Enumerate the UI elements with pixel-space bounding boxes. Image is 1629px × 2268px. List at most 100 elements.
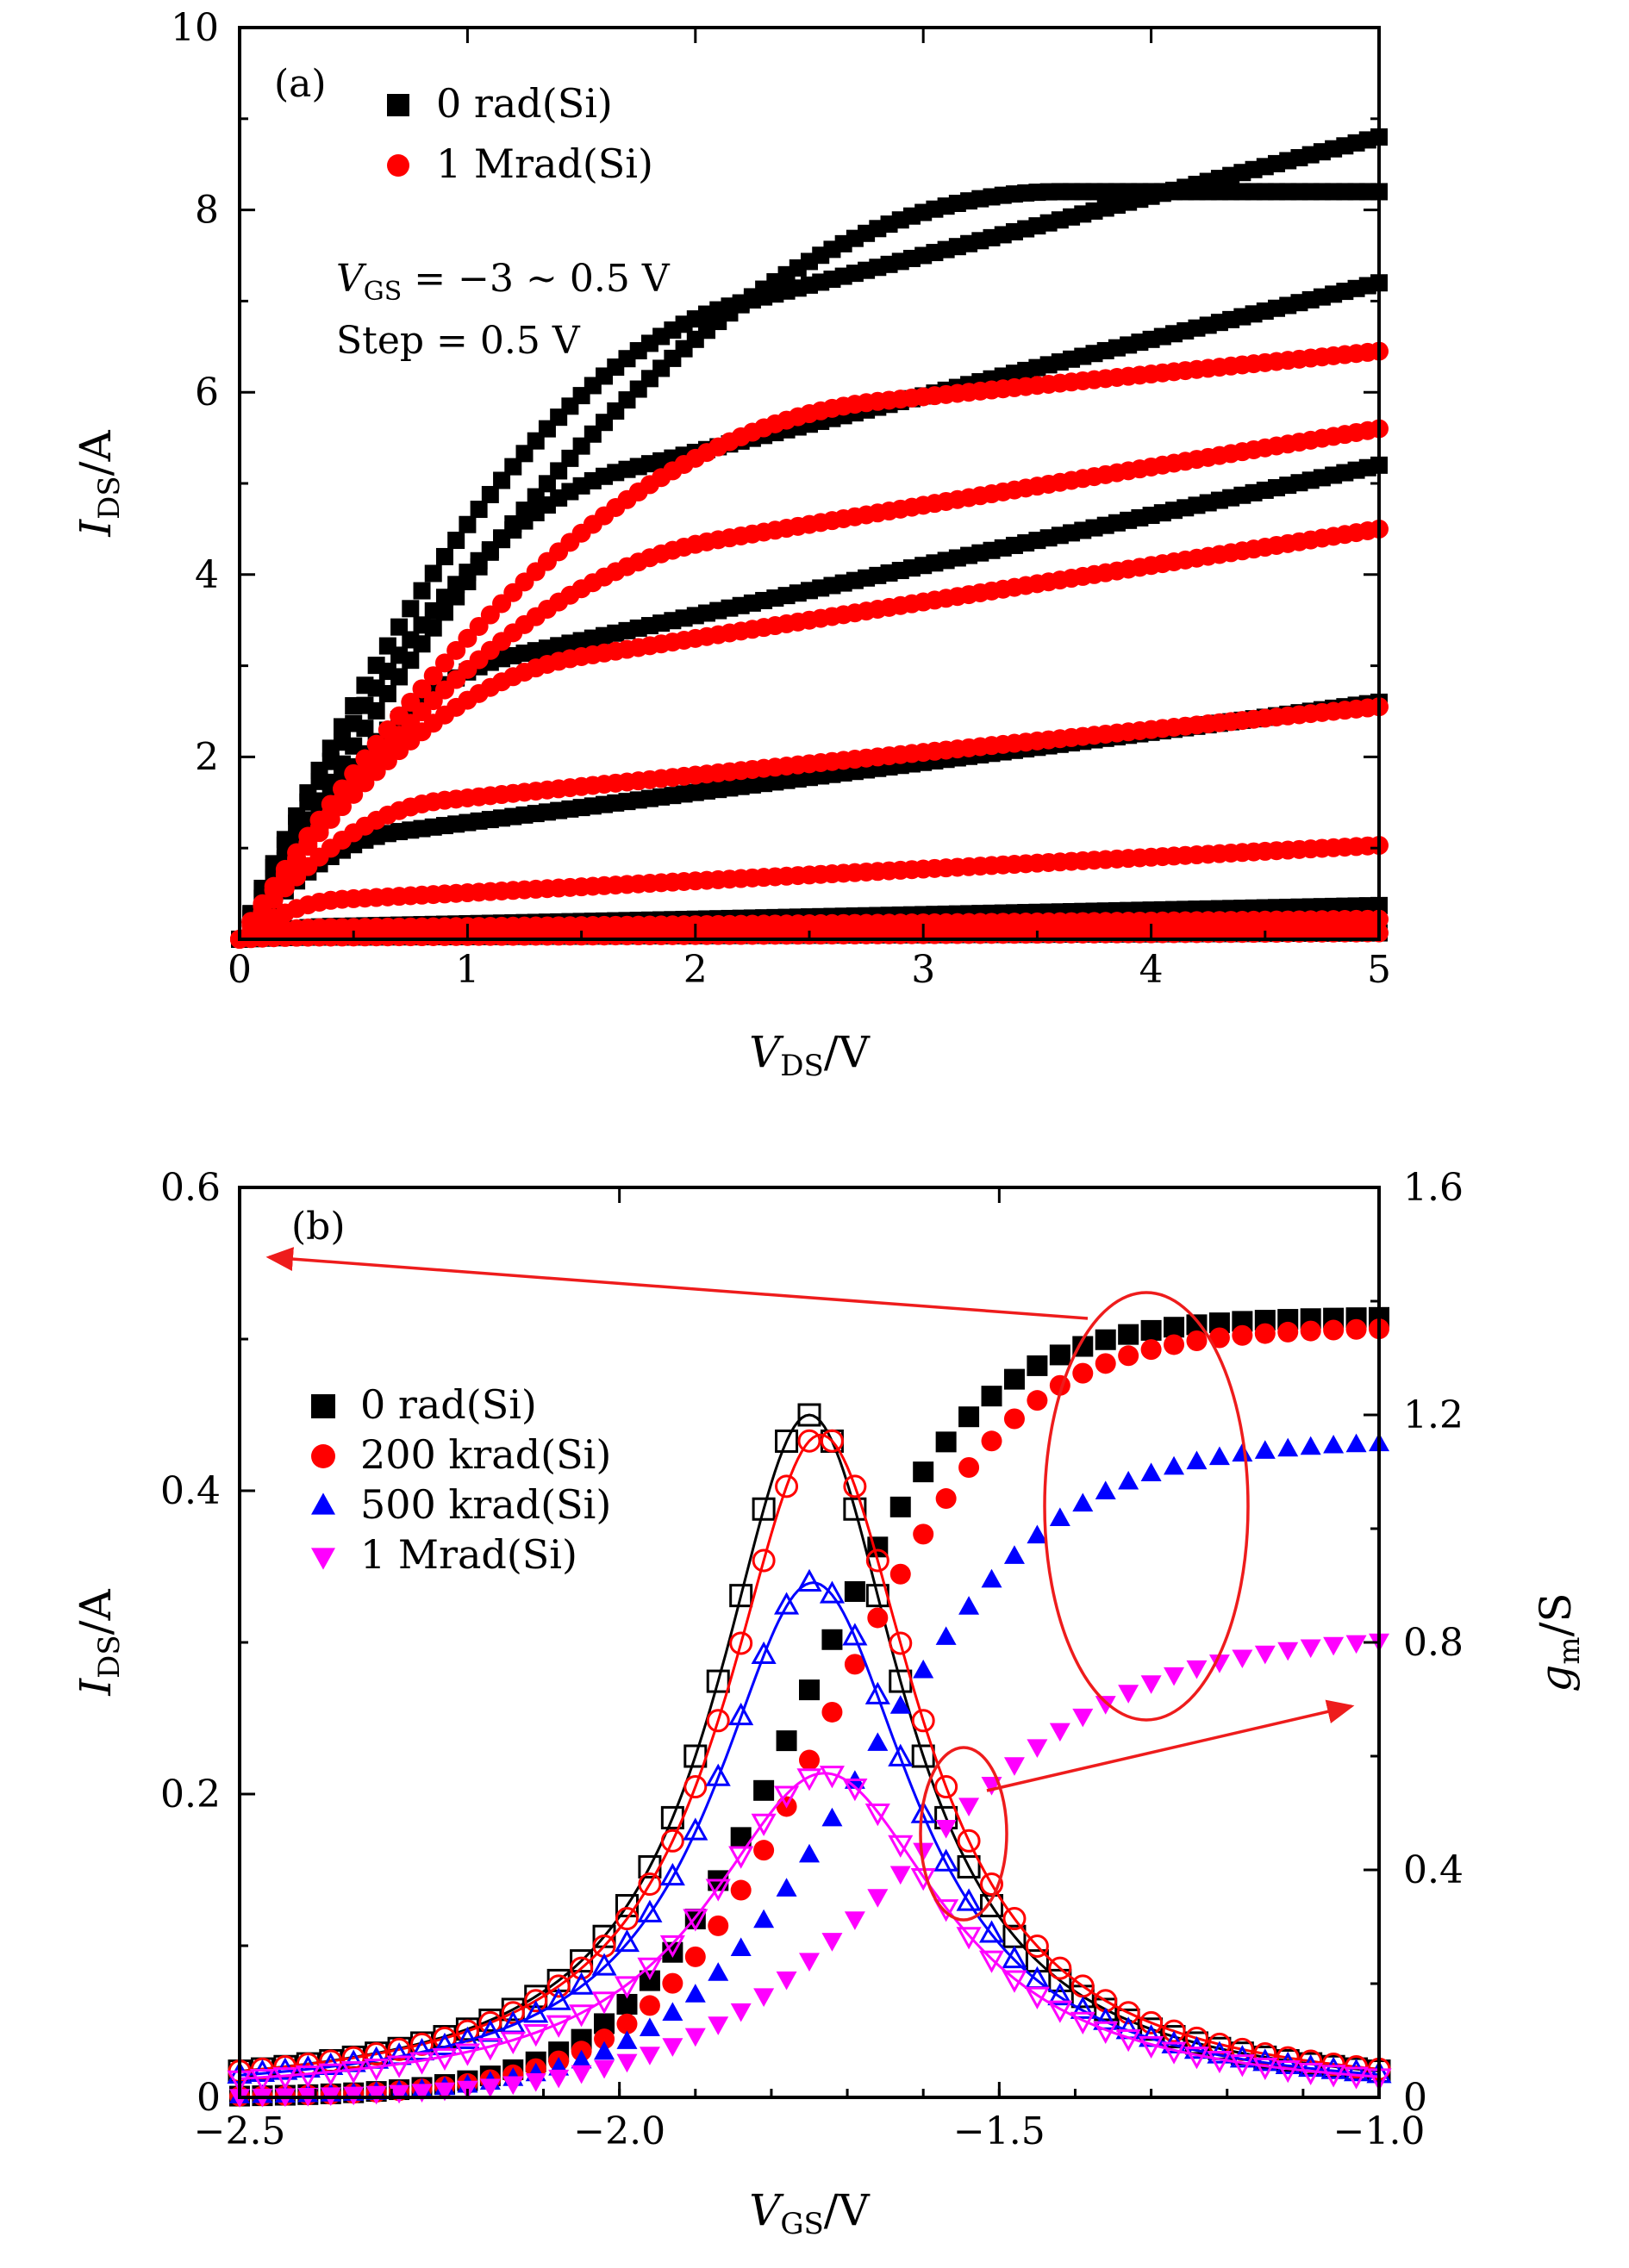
ids-point <box>981 1430 1002 1452</box>
ids-point <box>1027 1524 1048 1544</box>
x-tick-label: 2 <box>683 948 708 992</box>
gm-point <box>614 1976 640 1999</box>
data-point <box>390 618 409 636</box>
ids-point <box>708 1915 729 1936</box>
ids-point <box>730 1879 752 1901</box>
gm-point <box>1161 2041 1187 2065</box>
ids-point <box>981 1386 1002 1407</box>
y-axis-title-symbol: I <box>71 1678 121 1697</box>
ids-point <box>1232 1649 1253 1669</box>
gm-point <box>864 1681 890 1704</box>
ids-point <box>1254 1440 1276 1459</box>
gm-point <box>933 1848 959 1872</box>
ids-point <box>821 1933 843 1952</box>
gm-point <box>569 1972 595 1995</box>
x-tick-label: 4 <box>1139 948 1164 992</box>
ids-point <box>639 2017 660 2036</box>
ids-point <box>708 1962 729 1981</box>
data-point <box>423 666 443 686</box>
gm-point <box>728 1846 754 1869</box>
ids-point <box>1049 1723 1070 1742</box>
x-axis-title-unit: /V <box>824 2185 871 2235</box>
legend-marker <box>311 1492 335 1515</box>
ids-point <box>935 1431 957 1453</box>
gm-point <box>340 2060 366 2084</box>
right-axis-title-symbol: g <box>1531 1665 1581 1692</box>
gm-point <box>729 1584 753 1608</box>
data-point <box>345 737 363 755</box>
gm-point <box>705 1763 731 1786</box>
ids-point <box>1072 1708 1094 1728</box>
y-axis-title-subscript: DS <box>92 476 127 520</box>
data-point <box>470 558 488 576</box>
ids-point <box>913 1842 934 1862</box>
gm-series-200-krad-si- <box>228 1429 1391 2084</box>
data-point <box>355 749 375 769</box>
ids-point <box>1003 1368 1025 1390</box>
right-y-tick-label: 0 <box>1403 2076 1427 2120</box>
gm-point <box>933 1899 959 1922</box>
gm-point <box>546 2015 571 2038</box>
x-tick-label: 1 <box>455 948 479 992</box>
gm-point <box>820 1429 844 1453</box>
gm-point <box>546 1987 571 2010</box>
gm-point <box>1298 2053 1324 2078</box>
right-y-tick-label: 0.4 <box>1403 1848 1464 1892</box>
ids-point <box>1208 1446 1230 1466</box>
data-point <box>356 720 374 738</box>
panel-b-x-axis-title: VGS/V <box>749 2185 870 2241</box>
legend-label: 1 Mrad(Si) <box>360 1531 577 1578</box>
gm-point <box>1253 2042 1277 2066</box>
ids-point <box>753 1779 775 1801</box>
gm-point <box>980 1872 1004 1897</box>
data-point <box>333 718 351 736</box>
data-point <box>264 876 284 896</box>
ids-point <box>867 1607 889 1629</box>
ids-point <box>1095 1480 1116 1500</box>
ids-point <box>639 1995 660 2016</box>
ids-point <box>502 2076 524 2096</box>
gm-point <box>797 1403 821 1427</box>
x-axis-title-unit: /V <box>824 1027 871 1077</box>
ids-point <box>411 2084 433 2103</box>
panel-a-vgs-annotation: VGS = −3 ~ 0.5 V <box>336 257 671 307</box>
y-tick-label: 0.4 <box>160 1469 221 1513</box>
ids-point <box>1095 1353 1116 1374</box>
gm-point <box>273 2055 297 2079</box>
gm-point <box>796 1768 822 1791</box>
ids-point <box>1003 1757 1025 1776</box>
gm-point <box>1162 2019 1186 2043</box>
ids-point <box>913 1523 934 1545</box>
gm-point <box>1139 2010 1164 2034</box>
ids-point <box>1027 1739 1048 1758</box>
ids-point <box>662 2002 683 2022</box>
ids-point <box>1140 1675 1162 1694</box>
data-point <box>504 515 522 533</box>
y-tick-label: 6 <box>195 371 219 414</box>
gm-point <box>387 2037 411 2061</box>
ids-point <box>889 1563 911 1585</box>
ids-point <box>525 2073 546 2092</box>
ids-point <box>1049 1344 1070 1366</box>
ids-point <box>1140 1339 1162 1361</box>
data-point <box>413 635 431 653</box>
ids-point <box>776 1878 797 1897</box>
right-y-tick-label: 0.8 <box>1403 1621 1464 1665</box>
ids-point <box>1118 1345 1139 1367</box>
gm-fit-line-200-krad-si- <box>239 1433 1380 2073</box>
ids-point <box>1164 1334 1185 1355</box>
ids-point <box>867 1732 889 1751</box>
gm-point <box>751 1641 777 1665</box>
ids-point <box>616 2053 638 2073</box>
ids-point <box>730 1937 752 1956</box>
gm-point <box>638 1872 662 1897</box>
gm-point <box>956 1888 982 1911</box>
ids-point <box>889 1695 911 1714</box>
gm-point <box>1047 1982 1073 2006</box>
gm-point <box>683 1909 708 1932</box>
panel-b-right-axis-title: gm/S <box>1531 1592 1587 1692</box>
ids-point <box>479 2078 501 2097</box>
ids-point <box>1300 1320 1321 1342</box>
gm-point <box>1139 2035 1164 2059</box>
